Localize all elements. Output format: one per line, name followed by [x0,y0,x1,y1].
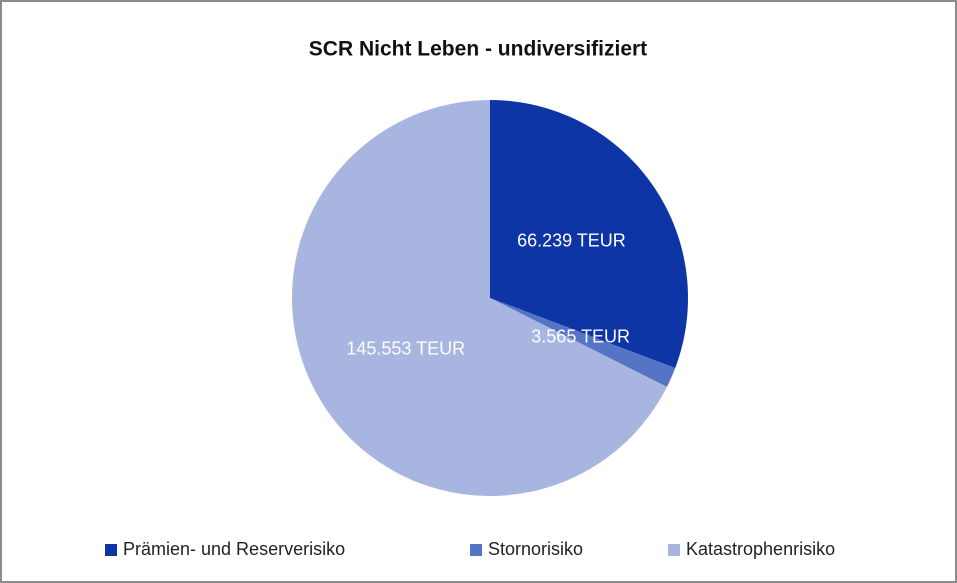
pie-slice [490,298,676,387]
data-label: 145.553 TEUR [346,339,465,359]
legend-label: Prämien- und Reserverisiko [123,539,345,559]
data-label: 66.239 TEUR [517,230,626,250]
legend-label: Katastrophenrisiko [686,539,835,559]
data-label: 3.565 TEUR [531,327,630,347]
chart-title: SCR Nicht Leben - undiversifiziert [309,38,647,61]
pie-slice [490,100,688,369]
legend-swatch [668,544,680,556]
legend-label: Stornorisiko [488,539,583,559]
legend-swatch [105,544,117,556]
pie-slice [291,100,667,496]
legend-swatch [470,544,482,556]
